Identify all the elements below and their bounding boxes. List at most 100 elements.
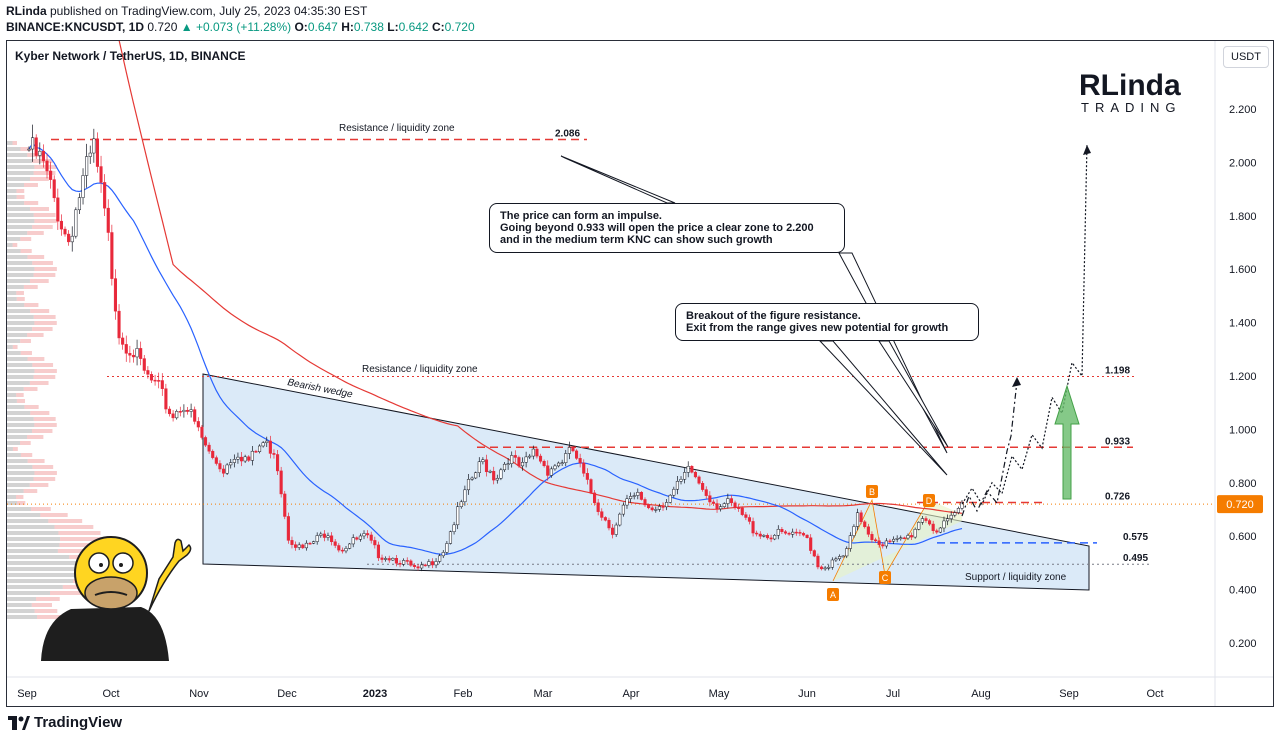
- candle-body: [67, 233, 71, 243]
- volume-bar: [7, 165, 35, 169]
- candle-body: [261, 442, 265, 447]
- candle-body: [571, 447, 575, 452]
- volume-bar: [7, 231, 28, 235]
- candle-body: [538, 455, 543, 462]
- candle-body: [308, 542, 312, 545]
- volume-bar: [7, 573, 80, 577]
- candle-body: [391, 558, 395, 561]
- volume-bar: [7, 591, 51, 595]
- candle-body: [185, 409, 190, 412]
- candle-body: [870, 534, 874, 541]
- volume-bar: [31, 603, 52, 607]
- candle-body: [351, 537, 355, 545]
- candle-body: [938, 527, 942, 533]
- candle-body: [751, 521, 755, 534]
- candle-body: [535, 448, 539, 457]
- volume-bar: [32, 465, 54, 469]
- candle-body: [402, 560, 406, 565]
- candle-body: [387, 558, 391, 561]
- candle-body: [31, 137, 35, 150]
- candle-body: [160, 380, 164, 389]
- candle-body: [301, 544, 305, 549]
- volume-bar: [7, 153, 28, 157]
- candle-body: [722, 503, 726, 507]
- level-label: 0.726: [1105, 492, 1130, 503]
- candle-body: [805, 534, 809, 538]
- candle-body: [906, 535, 910, 539]
- moving-averages: [28, 41, 963, 555]
- volume-bar: [33, 273, 56, 277]
- currency-button[interactable]: USDT: [1223, 46, 1269, 68]
- volume-bar: [32, 327, 53, 331]
- ma-blue-line: [28, 142, 963, 555]
- price-change: ▲ +0.073 (+11.28%): [180, 20, 292, 34]
- volume-bar: [7, 579, 74, 583]
- candle-body: [614, 524, 618, 535]
- candle-body: [149, 374, 154, 381]
- candle-body: [139, 348, 143, 359]
- ma-red-line: [118, 41, 963, 514]
- author-name[interactable]: RLinda: [6, 4, 47, 18]
- volume-bar: [7, 471, 35, 475]
- last-price: 0.720: [147, 20, 178, 34]
- candle-body: [553, 465, 557, 470]
- volume-bar: [16, 393, 24, 397]
- volume-bar: [12, 345, 18, 349]
- candle-body: [459, 501, 463, 507]
- volume-bar: [7, 531, 59, 535]
- x-tick-label: 2023: [363, 688, 387, 700]
- candle-body: [103, 182, 107, 209]
- volume-bar: [58, 531, 101, 535]
- candle-body: [556, 462, 561, 467]
- volume-bar: [7, 201, 25, 205]
- volume-bar: [27, 357, 45, 361]
- volume-bar: [34, 471, 57, 475]
- candle-body: [167, 408, 172, 415]
- candle-body: [268, 440, 272, 454]
- y-tick-label: 0.400: [1229, 585, 1257, 597]
- volume-bar: [12, 243, 18, 247]
- candle-body: [484, 459, 489, 473]
- volume-bar: [7, 333, 28, 337]
- level-label: 0.495: [1123, 553, 1148, 564]
- candle-body: [384, 558, 388, 560]
- chart-area[interactable]: 2.086 1.198 0.933 0.726 0.575 0.495 0.720 2.20…: [6, 40, 1274, 707]
- volume-bar: [37, 615, 62, 619]
- candle-body: [708, 495, 712, 503]
- volume-bar: [36, 597, 60, 601]
- candle-body: [27, 148, 31, 151]
- volume-bar: [7, 483, 30, 487]
- volume-bar: [33, 213, 56, 217]
- volume-bar: [7, 459, 28, 463]
- volume-bar: [23, 285, 38, 289]
- candle-body: [650, 507, 654, 511]
- candle-body: [193, 409, 197, 422]
- candle-body: [121, 337, 125, 345]
- volume-bar: [24, 183, 38, 187]
- volume-bar: [20, 441, 31, 445]
- x-tick-label: Sep: [1059, 688, 1079, 700]
- volume-bar: [7, 519, 49, 523]
- candle-body: [412, 565, 416, 567]
- candle-body: [203, 437, 208, 446]
- candle-body: [477, 461, 481, 473]
- tradingview-logo-icon: [8, 715, 30, 730]
- price-chart[interactable]: 2.086 1.198 0.933 0.726 0.575 0.495 0.720 2.20…: [7, 41, 1274, 707]
- volume-bar: [27, 231, 44, 235]
- volume-bar: [30, 411, 50, 415]
- candle-body: [344, 548, 348, 552]
- y-tick-label: 1.400: [1229, 318, 1257, 330]
- tradingview-logo[interactable]: TradingView: [8, 714, 122, 731]
- callout-impulse: The price can form an impulse. Going bey…: [489, 203, 845, 253]
- candle-body: [524, 456, 528, 463]
- candle-body: [135, 348, 139, 358]
- volume-bar: [24, 201, 39, 205]
- candle-body: [405, 560, 409, 562]
- volume-bar: [7, 411, 31, 415]
- volume-bar: [29, 279, 49, 283]
- ohlc-line: BINANCE:KNCUSDT, 1D 0.720 ▲ +0.073 (+11.…: [6, 20, 475, 34]
- candle-body: [902, 537, 906, 540]
- volume-bar: [7, 567, 81, 571]
- candle-body: [578, 458, 582, 464]
- candle-body: [715, 503, 719, 510]
